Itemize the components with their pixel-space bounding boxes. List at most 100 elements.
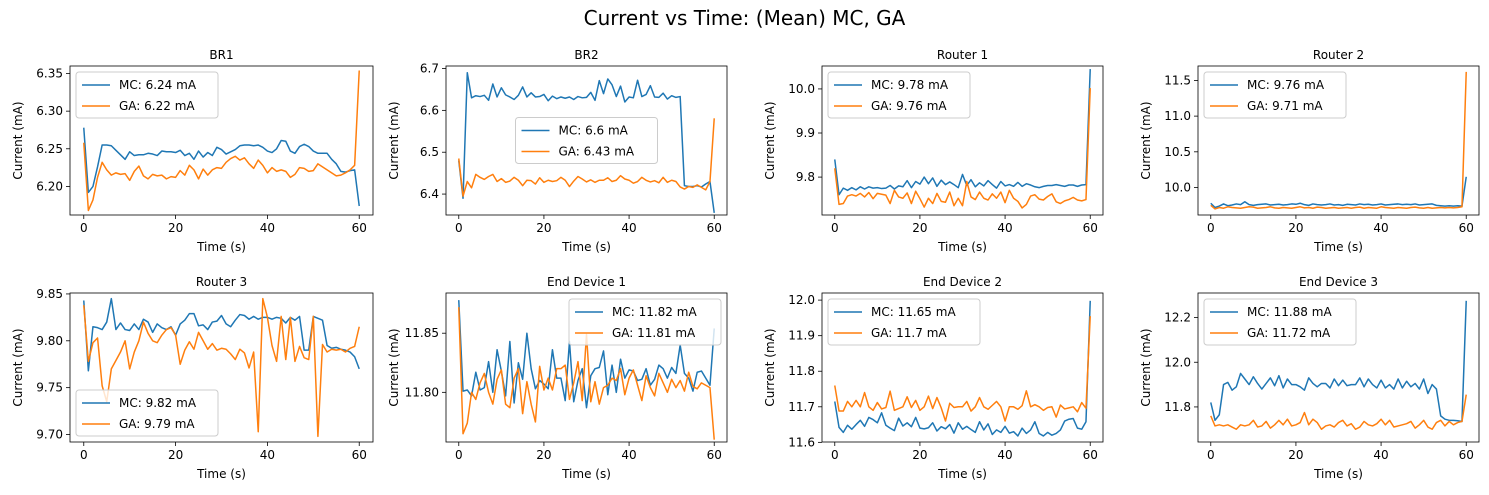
y-tick-label: 11.8 (788, 364, 815, 378)
legend-frame (1203, 71, 1347, 119)
y-tick-label: 11.8 (1164, 400, 1191, 414)
series-line (83, 127, 360, 207)
x-tick-label: 60 (352, 448, 367, 462)
y-tick-label: 6.5 (420, 145, 439, 159)
y-tick-label: 11.6 (788, 435, 815, 449)
subplot-title: Router 3 (196, 275, 247, 289)
series-line (458, 71, 715, 214)
x-axis-label: Time (s) (561, 467, 611, 481)
subplot: Router 1 0 20 40 60 9.8 9.9 10.0 Time (s) Current… (763, 48, 1104, 254)
series-line (458, 118, 715, 197)
subplot: Router 3 0 20 40 60 9.70 9.75 9.80 9.85 Time (s) C… (11, 275, 374, 481)
x-tick-label: 0 (1207, 221, 1215, 235)
x-axis-label: Time (s) (1313, 240, 1363, 254)
legend-label: MC: 11.82 mA (612, 305, 697, 319)
y-tick-label: 11.9 (788, 329, 815, 343)
y-tick-label: 9.75 (36, 381, 63, 395)
x-tick-label: 20 (1288, 221, 1303, 235)
x-tick-label: 20 (912, 448, 927, 462)
x-tick-label: 40 (260, 221, 275, 235)
x-tick-label: 0 (831, 221, 839, 235)
legend: MC: 11.88 mA GA: 11.72 mA (1203, 298, 1357, 346)
legend: MC: 9.78 mA GA: 9.76 mA (827, 71, 971, 119)
y-tick-label: 6.25 (36, 142, 63, 156)
x-tick-label: 60 (707, 221, 722, 235)
axes-frame (821, 292, 1104, 443)
y-axis-label: Current (mA) (1139, 328, 1153, 406)
y-tick-label: 11.80 (405, 385, 439, 399)
x-tick-label: 0 (455, 221, 463, 235)
legend-label: MC: 11.88 mA (1247, 305, 1332, 319)
series-line (83, 297, 360, 438)
subplot-title: BR1 (209, 48, 233, 62)
x-tick-label: 40 (1373, 221, 1388, 235)
y-tick-label: 6.30 (36, 104, 63, 118)
y-tick-label: 11.5 (1164, 73, 1191, 87)
x-tick-label: 40 (260, 448, 275, 462)
axes-frame (69, 65, 374, 216)
x-tick-label: 60 (1083, 221, 1098, 235)
subplot-title: BR2 (574, 48, 598, 62)
legend-label: MC: 6.24 mA (119, 78, 197, 92)
y-tick-label: 9.8 (796, 170, 815, 184)
y-tick-label: 9.70 (36, 428, 63, 442)
y-tick-label: 12.2 (1164, 311, 1191, 325)
legend: MC: 11.82 mA GA: 11.81 mA (568, 298, 722, 346)
x-axis-label: Time (s) (196, 240, 246, 254)
x-tick-label: 20 (536, 448, 551, 462)
legend-label: MC: 6.6 mA (559, 124, 629, 138)
legend-frame (515, 117, 658, 164)
x-tick-label: 40 (997, 221, 1012, 235)
legend: MC: 9.82 mA GA: 9.79 mA (75, 389, 219, 437)
x-tick-label: 20 (912, 221, 927, 235)
legend-label: GA: 9.71 mA (1247, 99, 1323, 113)
x-tick-label: 40 (1373, 448, 1388, 462)
legend-frame (75, 71, 219, 119)
legend-frame (827, 71, 971, 119)
y-tick-label: 9.80 (36, 334, 63, 348)
axes-frame (1197, 292, 1480, 443)
subplot: BR1 0 20 40 60 6.20 6.25 6.30 6.35 Time (s) Curren… (11, 48, 374, 254)
x-axis-label: Time (s) (937, 240, 987, 254)
legend-label: MC: 9.78 mA (871, 78, 949, 92)
y-tick-label: 12.0 (1164, 355, 1191, 369)
x-tick-label: 20 (1288, 448, 1303, 462)
x-axis-label: Time (s) (561, 240, 611, 254)
legend-label: GA: 6.22 mA (119, 99, 195, 113)
legend: MC: 11.65 mA GA: 11.7 mA (827, 298, 981, 346)
x-tick-label: 20 (168, 448, 183, 462)
y-tick-label: 6.35 (36, 67, 63, 81)
y-tick-label: 10.0 (788, 82, 815, 96)
series-line (834, 88, 1091, 209)
y-tick-label: 6.4 (420, 187, 439, 201)
subplot: End Device 2 0 20 40 60 11.6 11.7 11.8 11.9 12.0 T… (763, 275, 1104, 481)
x-tick-label: 0 (1207, 448, 1215, 462)
legend: MC: 6.6 mA GA: 6.43 mA (515, 117, 658, 164)
x-tick-label: 40 (621, 221, 636, 235)
x-axis-label: Time (s) (937, 467, 987, 481)
x-tick-label: 20 (168, 221, 183, 235)
subplot-title: End Device 1 (547, 275, 626, 289)
legend-frame (1203, 298, 1357, 346)
legend-label: GA: 9.76 mA (871, 99, 947, 113)
x-tick-label: 60 (1083, 448, 1098, 462)
axes-frame (445, 65, 728, 216)
x-axis-label: Time (s) (196, 467, 246, 481)
x-tick-label: 0 (455, 448, 463, 462)
legend-frame (827, 298, 981, 346)
y-tick-label: 10.0 (1164, 181, 1191, 195)
x-tick-label: 40 (997, 448, 1012, 462)
series-line (1210, 71, 1467, 210)
x-tick-label: 0 (80, 221, 88, 235)
y-tick-label: 11.85 (405, 326, 439, 340)
subplot: End Device 3 0 20 40 60 11.8 12.0 12.2 Time (s) C… (1139, 275, 1480, 481)
subplot-grid: BR1 0 20 40 60 6.20 6.25 6.30 6.35 Time (s) Curren… (11, 48, 1480, 481)
y-tick-label: 9.85 (36, 287, 63, 301)
y-axis-label: Current (mA) (11, 328, 25, 406)
series-line (1210, 300, 1467, 423)
y-tick-label: 11.0 (1164, 109, 1191, 123)
y-tick-label: 10.5 (1164, 145, 1191, 159)
subplot: End Device 1 0 20 40 60 11.80 11.85 Time (s) Cur… (387, 275, 728, 481)
x-tick-label: 0 (831, 448, 839, 462)
